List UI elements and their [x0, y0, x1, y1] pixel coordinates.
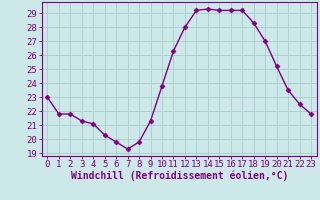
X-axis label: Windchill (Refroidissement éolien,°C): Windchill (Refroidissement éolien,°C) — [70, 171, 288, 181]
